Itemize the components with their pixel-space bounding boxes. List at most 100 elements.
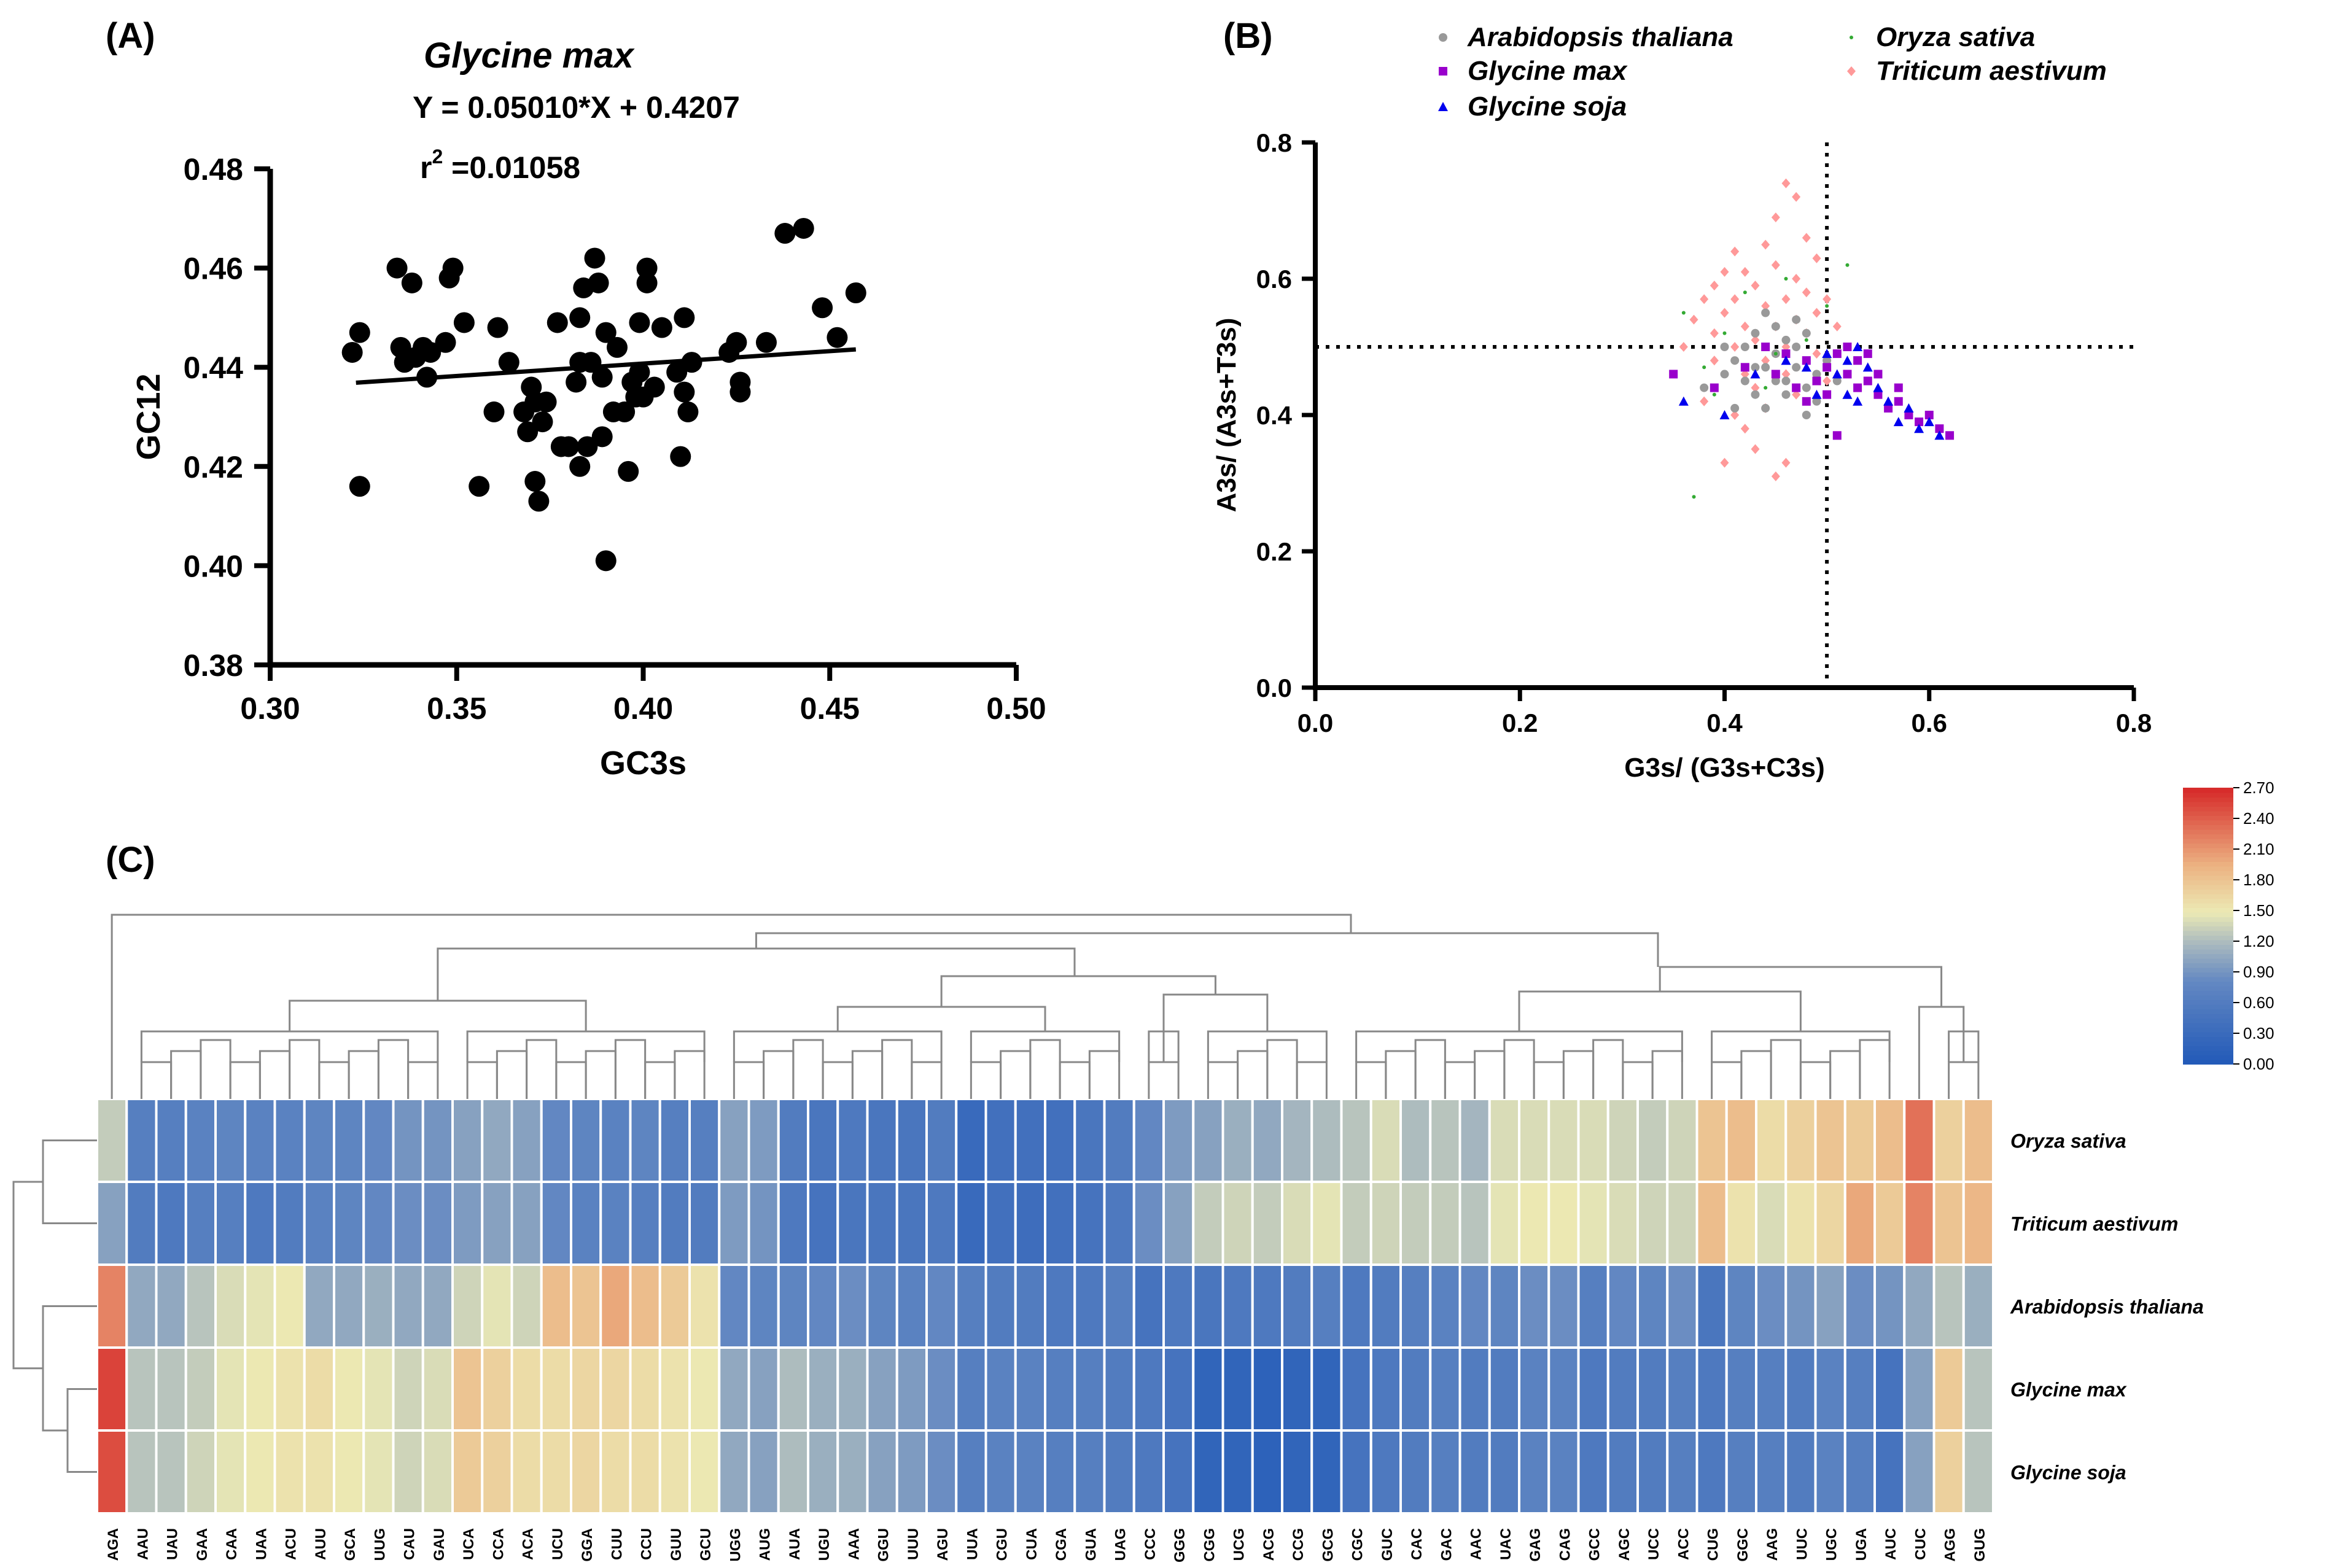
heatmap-cell	[510, 1263, 543, 1349]
chart-b-point	[1710, 281, 1719, 291]
colorbar-segment	[2183, 990, 2233, 996]
chart-b-point	[1792, 383, 1801, 392]
heatmap-cell	[333, 1346, 365, 1432]
chart-b-point	[1700, 396, 1709, 406]
heatmap-column-label: UCG	[1231, 1528, 1248, 1561]
chart-b-point	[1823, 390, 1832, 399]
heatmap-cell	[155, 1429, 187, 1515]
heatmap-cell	[1251, 1263, 1283, 1349]
heatmap-column-label: UAA	[253, 1528, 270, 1560]
heatmap-cell	[244, 1098, 276, 1183]
heatmap-cell	[1251, 1098, 1283, 1183]
chart-a-point	[595, 322, 617, 343]
chart-a-point	[442, 257, 464, 279]
chart-b-point	[1873, 390, 1883, 399]
dendrogram-link	[200, 1039, 231, 1099]
chart-b-legend-label: Oryza sativa	[1876, 22, 2035, 52]
colorbar-segment	[2183, 1013, 2233, 1019]
chart-b-point	[1740, 424, 1749, 434]
colorbar-tick-label: 1.20	[2243, 932, 2274, 950]
heatmap-cell	[451, 1346, 484, 1432]
colorbar-segment	[2183, 843, 2233, 848]
heatmap-column-label: GUU	[668, 1528, 685, 1561]
heatmap-cell	[481, 1263, 513, 1349]
heatmap-column-label: AUA	[787, 1528, 803, 1560]
heatmap-column-label: GUG	[1972, 1528, 1988, 1562]
heatmap-cell	[1044, 1429, 1076, 1515]
dendrogram-link	[526, 1039, 558, 1099]
heatmap-cell	[451, 1181, 484, 1266]
chart-b-point	[1914, 424, 1924, 433]
heatmap-cell	[1044, 1263, 1076, 1349]
heatmap-cell	[1192, 1429, 1224, 1515]
chart-b-point	[1781, 349, 1791, 359]
heatmap-cell	[747, 1346, 780, 1432]
heatmap-cell	[1162, 1263, 1195, 1349]
chart-b-point	[1771, 260, 1780, 270]
chart-a-point	[793, 217, 814, 239]
chart-b-point	[1792, 192, 1801, 202]
heatmap-cell	[1784, 1429, 1817, 1515]
dendrogram-link	[1562, 1050, 1595, 1099]
chart-b-point	[1751, 363, 1760, 372]
heatmap-cell	[1636, 1181, 1669, 1266]
heatmap-cell	[1784, 1098, 1817, 1183]
dendrogram-link	[259, 1050, 291, 1099]
chart-a-point	[636, 257, 658, 279]
chart-b-point	[1863, 376, 1872, 386]
dendrogram-link	[1000, 1050, 1032, 1099]
heatmap-cell	[1221, 1263, 1254, 1349]
chart-b-point	[1700, 383, 1709, 392]
heatmap-column-label: ACG	[1261, 1528, 1277, 1561]
heatmap-cell	[1725, 1263, 1757, 1349]
heatmap-cell	[1903, 1429, 1935, 1515]
colorbar-segment	[2183, 893, 2233, 899]
colorbar-segment	[2183, 972, 2233, 977]
chart-b-legend-marker	[1850, 36, 1853, 39]
chart-a-point	[420, 341, 442, 363]
chart-b-point	[1802, 356, 1811, 365]
heatmap-cell	[421, 1263, 454, 1349]
chart-a-point	[644, 376, 665, 398]
heatmap-column-label: AGC	[1616, 1528, 1633, 1561]
heatmap-row-label: Arabidopsis thaliana	[2010, 1296, 2204, 1318]
heatmap-cell	[836, 1429, 869, 1515]
chart-b-point	[1710, 383, 1719, 392]
heatmap-column-label: UAU	[165, 1528, 181, 1560]
dendrogram-link	[318, 1061, 350, 1099]
chart-b-point	[1832, 376, 1842, 386]
heatmap-cell	[1518, 1263, 1550, 1349]
dendrogram-link	[1770, 1039, 1802, 1099]
heatmap-cell	[333, 1429, 365, 1515]
dendrogram-link	[1659, 966, 1943, 1007]
dendrogram-link	[585, 1050, 617, 1099]
dendrogram-link	[1622, 1061, 1654, 1099]
dendrogram-link	[1059, 1061, 1091, 1099]
dendrogram-link	[1088, 1050, 1121, 1099]
heatmap-cell	[1518, 1429, 1550, 1515]
heatmap-cell	[895, 1098, 928, 1183]
heatmap-column-label: GAC	[1438, 1528, 1455, 1561]
chart-b-point	[1743, 290, 1747, 295]
colorbar-segment	[2183, 1041, 2233, 1046]
chart-b-point	[1781, 369, 1791, 379]
chart-a-x-tick-label: 0.45	[800, 691, 860, 726]
colorbar-tick-label: 2.70	[2243, 778, 2274, 797]
heatmap-cell	[303, 1263, 335, 1349]
heatmap-column-label: UUC	[1794, 1528, 1810, 1560]
heatmap-cell	[1903, 1263, 1935, 1349]
colorbar-segment	[2183, 953, 2233, 959]
chart-a-point	[569, 456, 591, 477]
heatmap-cell	[1310, 1429, 1343, 1515]
colorbar-segment	[2183, 976, 2233, 982]
chart-a-point	[558, 436, 579, 457]
heatmap-cell	[1251, 1429, 1283, 1515]
heatmap-cell	[1132, 1429, 1165, 1515]
chart-a-point	[569, 307, 591, 328]
panel-label-a: (A)	[106, 16, 155, 56]
colorbar-segment	[2183, 866, 2233, 871]
chart-b-point	[1751, 444, 1760, 454]
heatmap-column-label: UCA	[461, 1528, 477, 1560]
heatmap-cell	[747, 1263, 780, 1349]
heatmap-cell	[1666, 1346, 1698, 1432]
